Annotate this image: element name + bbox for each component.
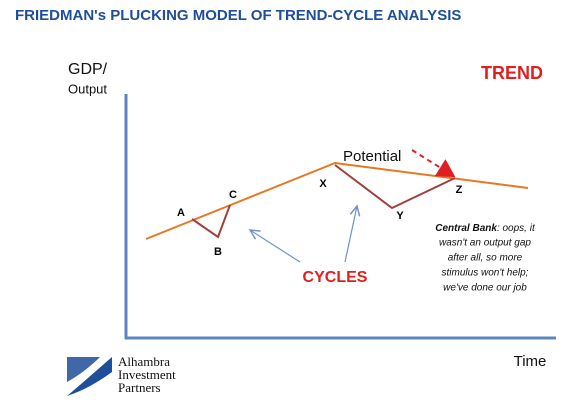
x-axis-label: Time — [514, 353, 547, 370]
point-label: X — [319, 178, 327, 190]
cycles-label: CYCLES — [303, 269, 368, 286]
y-axis-label: GDP/ — [68, 61, 108, 78]
note-line: stimulus won't help; — [442, 268, 529, 279]
title: FRIEDMAN's PLUCKING MODEL OF TREND-CYCLE… — [15, 7, 461, 24]
logo: Alhambra Investment Partners — [65, 354, 176, 396]
arrow — [344, 206, 357, 263]
note: Central Bank: oops, it wasn't an output … — [435, 223, 536, 294]
arrow — [250, 230, 301, 263]
logo-swoosh — [67, 357, 112, 396]
point-label: Z — [456, 184, 463, 196]
point-label: Y — [396, 210, 404, 222]
logo-text: Investment — [118, 367, 176, 382]
note-line: we've done our job — [443, 283, 527, 294]
point-label: A — [177, 207, 185, 219]
note-line: after all, so more — [448, 253, 523, 264]
note-text: : oops, it — [497, 223, 536, 234]
logo-shape — [67, 357, 100, 382]
point-label: B — [214, 246, 222, 258]
note-lead: Central Bank — [435, 223, 497, 234]
logo-text: Partners — [118, 380, 161, 395]
arrow — [411, 149, 456, 178]
potential-label: Potential — [343, 148, 401, 165]
logo-text: Alhambra — [118, 354, 170, 369]
cycle-line — [334, 164, 456, 210]
point-label: C — [229, 189, 237, 201]
cycle-line — [191, 204, 231, 239]
trend-line — [145, 161, 529, 240]
y-axis-label: Output — [68, 81, 107, 96]
trend-label: TREND — [481, 63, 543, 83]
note-line: Central Bank: oops, it — [435, 223, 536, 234]
note-line: wasn't an output gap — [439, 238, 531, 249]
